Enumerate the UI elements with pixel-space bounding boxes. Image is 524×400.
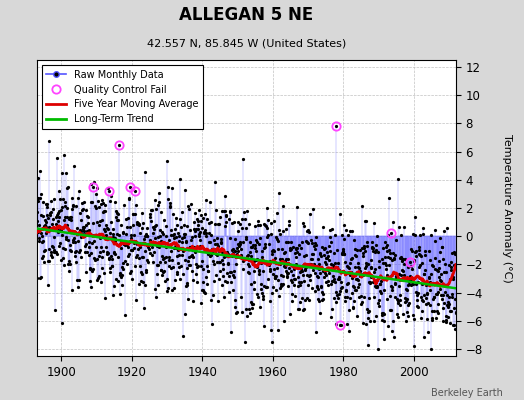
Legend: Raw Monthly Data, Quality Control Fail, Five Year Moving Average, Long-Term Tren: Raw Monthly Data, Quality Control Fail, … — [41, 65, 203, 129]
Text: 42.557 N, 85.845 W (United States): 42.557 N, 85.845 W (United States) — [147, 38, 346, 48]
Y-axis label: Temperature Anomaly (°C): Temperature Anomaly (°C) — [503, 134, 512, 282]
Text: Berkeley Earth: Berkeley Earth — [431, 388, 503, 398]
Text: ALLEGAN 5 NE: ALLEGAN 5 NE — [179, 6, 313, 24]
